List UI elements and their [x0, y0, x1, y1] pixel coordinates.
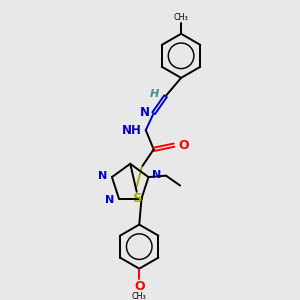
- Text: H: H: [150, 89, 159, 99]
- Text: NH: NH: [122, 124, 142, 137]
- Text: CH₃: CH₃: [174, 13, 188, 22]
- Text: N: N: [105, 195, 115, 205]
- Text: N: N: [152, 170, 161, 180]
- Text: N: N: [98, 171, 108, 181]
- Text: S: S: [133, 191, 142, 205]
- Text: N: N: [140, 106, 150, 118]
- Text: O: O: [178, 139, 189, 152]
- Text: O: O: [134, 280, 145, 293]
- Text: CH₃: CH₃: [132, 292, 147, 300]
